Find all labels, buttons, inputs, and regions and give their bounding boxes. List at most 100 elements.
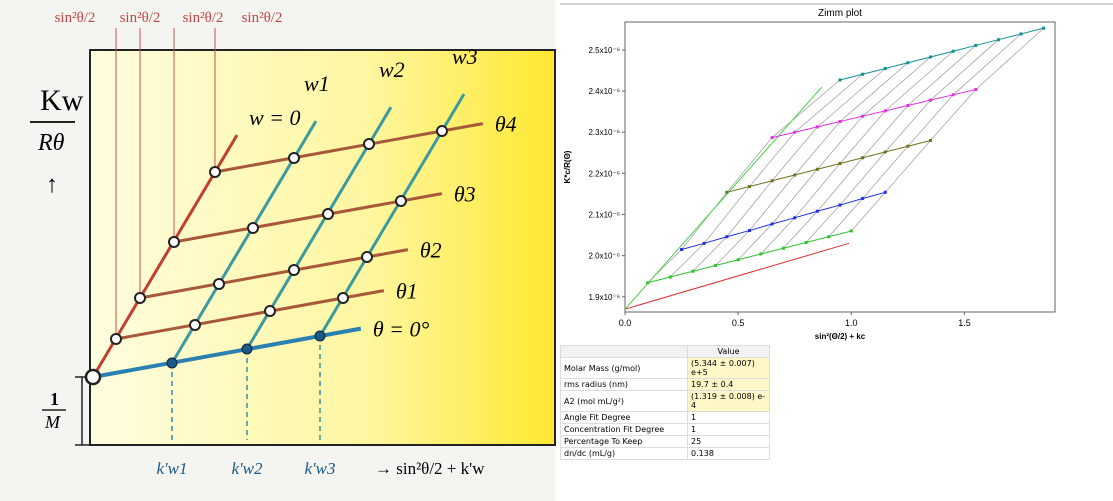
- angle-fit-line: [760, 217, 795, 255]
- row-label: A2 (mol mL/g²): [560, 390, 688, 412]
- node: [322, 208, 334, 220]
- angle-fit-line: [862, 145, 909, 199]
- w-label: w2: [379, 57, 405, 82]
- node: [264, 305, 276, 317]
- data-point: [849, 229, 853, 233]
- angle-fit-line: [862, 56, 931, 117]
- plot-frame: [624, 21, 1056, 313]
- spacer: [770, 436, 1100, 448]
- chart-background: [560, 0, 1113, 340]
- angle-fit-line: [884, 140, 931, 193]
- angle-fit-line: [907, 94, 954, 147]
- header-cell: [560, 345, 688, 358]
- table-row: dn/dc (mL/g) 0.138: [560, 447, 1100, 460]
- data-point: [951, 49, 955, 53]
- row-label: Concentration Fit Degree: [560, 423, 688, 436]
- table-row: Molar Mass (g/mol) (5.344 ± 0.007) e+5: [560, 357, 1100, 379]
- angle-fit-line: [839, 62, 909, 122]
- angle-fit-line: [794, 121, 841, 176]
- table-row: Percentage To Keep 25: [560, 435, 1100, 448]
- row-value: 25: [687, 435, 770, 448]
- y-tick-label: 2.2x10⁻⁶: [588, 169, 620, 178]
- data-point: [974, 43, 978, 47]
- table-row: Concentration Fit Degree 1: [560, 423, 1100, 436]
- angle-fit-line: [907, 45, 977, 106]
- angle-fit-line: [975, 27, 1044, 90]
- data-point: [793, 216, 797, 220]
- data-point: [838, 120, 842, 124]
- y-tick-label: 1.9x10⁻⁶: [588, 293, 620, 302]
- angle-fit-line: [839, 110, 886, 164]
- angle-fit-line: [681, 192, 728, 250]
- angle-fit-line: [794, 73, 863, 133]
- row-value: 19.7 ± 0.4: [687, 378, 770, 391]
- series-line: [681, 191, 886, 250]
- data-point: [906, 144, 910, 148]
- y-tick-label: 2.0x10⁻⁶: [588, 252, 620, 261]
- angle-fit-line: [771, 79, 841, 138]
- table-header: Value: [560, 345, 1100, 358]
- data-point: [883, 109, 887, 113]
- angle-fit-line: [805, 204, 841, 243]
- angle-fit-line: [794, 163, 841, 219]
- intercept-top: 1: [50, 389, 59, 409]
- angle-fit-line: [783, 210, 818, 249]
- row-value: 1: [687, 411, 770, 424]
- data-point: [781, 246, 785, 250]
- data-point: [827, 235, 831, 239]
- table-row: A2 (mol mL/g²) (1.319 ± 0.008) e-4: [560, 390, 1100, 412]
- node: [288, 264, 300, 276]
- angle-fit-line: [828, 198, 863, 237]
- header-cell: [770, 346, 1100, 358]
- w-label: w3: [452, 44, 478, 69]
- node: [314, 330, 326, 342]
- data-point: [861, 156, 865, 160]
- plot: 1.9x10⁻⁶ 2.0x10⁻⁶ 2.1x10⁻⁶ 2.2x10⁻⁶ 2.3x10⁻⁶…: [588, 26, 1046, 328]
- node: [363, 138, 375, 150]
- x-axis-label: sin²(Θ/2) + kc: [815, 332, 866, 341]
- data-point: [815, 167, 819, 171]
- row-label: Percentage To Keep: [560, 435, 688, 448]
- angle-fit-line: [930, 89, 977, 141]
- angle-fit-line: [692, 236, 728, 272]
- spacer: [770, 412, 1100, 424]
- angle-fit-line: [839, 151, 886, 206]
- k-label: k'w3: [304, 459, 335, 478]
- data-point: [838, 162, 842, 166]
- data-point: [770, 136, 774, 140]
- series-line: [624, 86, 823, 310]
- spacer: [770, 379, 1100, 391]
- data-point: [747, 229, 751, 233]
- y-tick-label: 2.3x10⁻⁶: [588, 128, 620, 137]
- theta-label: θ3: [454, 182, 476, 207]
- theta-label: θ = 0°: [373, 317, 430, 342]
- k-label: k'w1: [156, 459, 187, 478]
- y-label-top: Kw: [40, 84, 84, 117]
- node: [168, 236, 180, 248]
- spacer: [770, 391, 1100, 412]
- theta-label: θ1: [396, 279, 418, 304]
- data-point: [770, 222, 774, 226]
- angle-fit-line: [862, 105, 909, 158]
- node: [436, 125, 448, 137]
- node: [247, 222, 259, 234]
- data-point: [883, 150, 887, 154]
- k-label: k'w2: [231, 459, 263, 478]
- data-point: [929, 55, 933, 59]
- data-point: [929, 138, 933, 142]
- row-label: Molar Mass (g/mol): [560, 357, 688, 379]
- data-point: [974, 87, 978, 91]
- intercept-bottom: M: [44, 412, 61, 432]
- data-point: [804, 240, 808, 244]
- intercept: [84, 368, 102, 386]
- x-label: → sin²θ/2 + k'w: [375, 459, 485, 478]
- results-table: Value Molar Mass (g/mol) (5.344 ± 0.007) …: [560, 345, 1100, 460]
- w-label: w1: [304, 71, 330, 96]
- top-label: sin²θ/2: [242, 10, 283, 26]
- angle-fit-line: [817, 157, 863, 212]
- data-point: [815, 125, 819, 129]
- data-point: [861, 114, 865, 118]
- angle-fit-line: [726, 180, 773, 237]
